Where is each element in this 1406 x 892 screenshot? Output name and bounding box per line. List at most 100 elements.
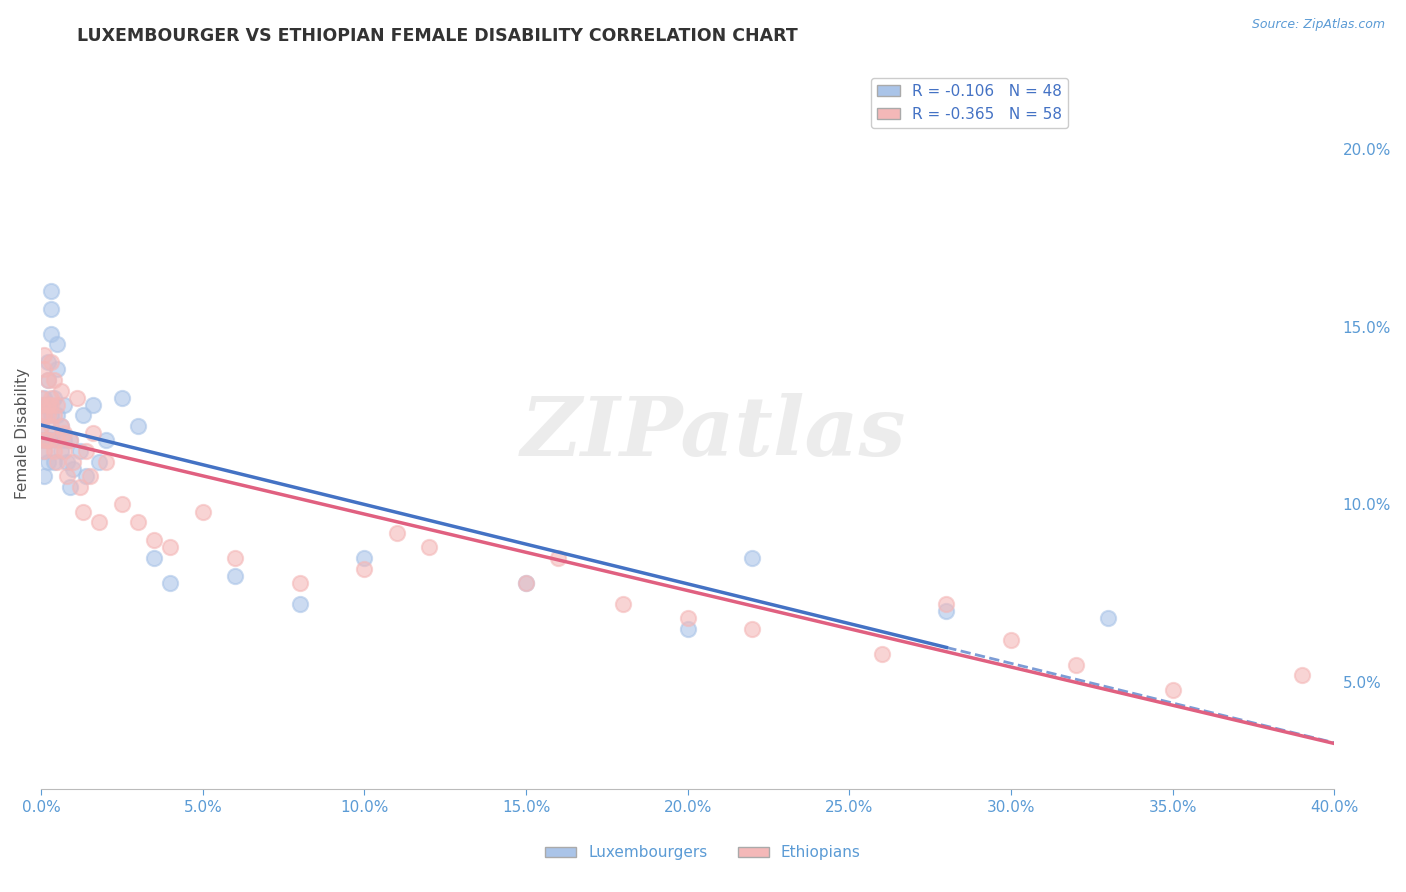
Point <box>52 426 75 441</box>
Point <box>75 469 97 483</box>
Point <box>34 391 56 405</box>
Point <box>37 409 59 423</box>
Point <box>34 398 56 412</box>
Point <box>49 419 72 434</box>
Point <box>224 568 246 582</box>
Point <box>42 426 65 441</box>
Point <box>159 575 181 590</box>
Point <box>191 505 214 519</box>
Point <box>935 597 957 611</box>
Point <box>37 373 59 387</box>
Point <box>37 373 59 387</box>
Point <box>1291 668 1313 682</box>
Point <box>79 469 101 483</box>
Point <box>69 444 91 458</box>
Point <box>42 444 65 458</box>
Point <box>49 444 72 458</box>
Point <box>75 444 97 458</box>
Legend: R = -0.106   N = 48, R = -0.365   N = 58: R = -0.106 N = 48, R = -0.365 N = 58 <box>870 78 1069 128</box>
Point <box>353 561 375 575</box>
Point <box>39 409 62 423</box>
Point <box>37 355 59 369</box>
Point <box>143 550 166 565</box>
Point <box>42 455 65 469</box>
Point <box>741 550 763 565</box>
Point <box>52 398 75 412</box>
Point <box>676 622 699 636</box>
Point <box>46 337 69 351</box>
Point <box>224 550 246 565</box>
Point <box>515 575 537 590</box>
Point <box>30 434 52 448</box>
Point <box>46 362 69 376</box>
Point <box>42 373 65 387</box>
Point <box>39 284 62 298</box>
Point <box>46 434 69 448</box>
Point <box>30 419 52 434</box>
Point <box>39 419 62 434</box>
Point <box>34 469 56 483</box>
Point <box>111 391 134 405</box>
Point <box>56 469 79 483</box>
Point <box>59 434 82 448</box>
Point <box>385 525 408 540</box>
Point <box>1000 632 1022 647</box>
Point <box>42 409 65 423</box>
Point <box>34 409 56 423</box>
Point <box>37 434 59 448</box>
Point <box>741 622 763 636</box>
Point <box>59 434 82 448</box>
Point <box>143 533 166 547</box>
Point <box>46 455 69 469</box>
Point <box>159 540 181 554</box>
Point <box>82 426 104 441</box>
Point <box>62 462 84 476</box>
Text: LUXEMBOURGER VS ETHIOPIAN FEMALE DISABILITY CORRELATION CHART: LUXEMBOURGER VS ETHIOPIAN FEMALE DISABIL… <box>77 27 799 45</box>
Point <box>37 398 59 412</box>
Point <box>127 419 149 434</box>
Point <box>49 384 72 398</box>
Point <box>49 419 72 434</box>
Point <box>935 604 957 618</box>
Point <box>870 647 893 661</box>
Point <box>34 434 56 448</box>
Point <box>30 391 52 405</box>
Point <box>515 575 537 590</box>
Point <box>127 515 149 529</box>
Point <box>39 301 62 316</box>
Point <box>39 326 62 341</box>
Point <box>612 597 634 611</box>
Point <box>1064 657 1087 672</box>
Point <box>353 550 375 565</box>
Point <box>66 391 89 405</box>
Point <box>94 455 117 469</box>
Point <box>418 540 440 554</box>
Point <box>52 444 75 458</box>
Point <box>1097 611 1119 625</box>
Text: ZIPatlas: ZIPatlas <box>520 393 907 474</box>
Point <box>72 409 94 423</box>
Point <box>39 391 62 405</box>
Point <box>676 611 699 625</box>
Point <box>89 455 111 469</box>
Point <box>62 455 84 469</box>
Point <box>37 434 59 448</box>
Point <box>82 398 104 412</box>
Y-axis label: Female Disability: Female Disability <box>15 368 30 499</box>
Point <box>30 419 52 434</box>
Point <box>34 348 56 362</box>
Point <box>39 398 62 412</box>
Point <box>111 498 134 512</box>
Point <box>288 597 311 611</box>
Point <box>30 398 52 412</box>
Point <box>59 480 82 494</box>
Point <box>39 434 62 448</box>
Point <box>56 455 79 469</box>
Point <box>39 355 62 369</box>
Point <box>69 480 91 494</box>
Point <box>89 515 111 529</box>
Point <box>72 505 94 519</box>
Point <box>94 434 117 448</box>
Point <box>46 398 69 412</box>
Point <box>34 444 56 458</box>
